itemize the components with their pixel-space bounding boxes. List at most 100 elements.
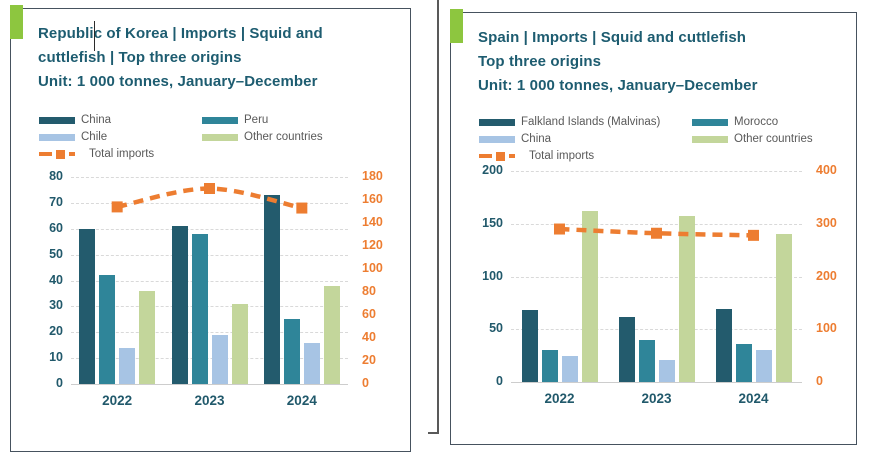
legend-item-morocco: Morocco (692, 116, 813, 128)
bar-peru-2024 (283, 319, 300, 384)
total-imports-marker (651, 227, 662, 239)
bar-falkland-islands-malvinas--2024 (715, 309, 732, 382)
legend-swatch (692, 118, 728, 126)
secondary-y-axis-label: 20 (362, 353, 376, 367)
spain-chart-panel[interactable]: Spain | Imports | Squid and cuttlefish T… (450, 9, 857, 445)
gridline (71, 177, 348, 178)
legend-label: Total imports (89, 148, 155, 160)
legend-label: Other countries (244, 131, 323, 143)
secondary-y-axis-label: 120 (362, 238, 383, 252)
y-axis-label: 50 (49, 246, 63, 261)
bar-china-2023 (171, 226, 188, 384)
secondary-y-axis-label: 100 (816, 321, 837, 336)
chart-legend: China Peru Chile Other countries Total impor… (39, 114, 323, 160)
legend-label: Morocco (734, 116, 779, 128)
korea-chart-panel[interactable]: Republic of Korea | Imports | Squid and … (10, 5, 411, 452)
total-imports-path (559, 226, 754, 238)
bar-chile-2024 (303, 342, 320, 384)
legend-item-falkland-islands-malvinas-: Falkland Islands (Malvinas) (479, 116, 684, 128)
bar-china-2023 (658, 359, 675, 382)
bar-china-2024 (263, 195, 280, 384)
total-imports-marker (554, 223, 565, 235)
gridline (71, 332, 348, 334)
x-axis-label: 2022 (544, 391, 575, 406)
legend-swatch (692, 135, 728, 143)
gridline (71, 202, 348, 204)
y-axis-label: 0 (56, 376, 63, 390)
secondary-y-axis-label: 160 (362, 192, 383, 206)
divider-line (428, 0, 439, 434)
chart-legend: Falkland Islands (Malvinas) Morocco China O… (479, 116, 813, 162)
legend-swatch (479, 135, 515, 143)
legend-item-peru: Peru (202, 114, 323, 126)
bar-peru-2022 (99, 275, 116, 384)
legend-swatch (479, 118, 515, 126)
bar-chile-2023 (211, 334, 228, 384)
y-axis-label: 40 (49, 272, 63, 287)
secondary-y-axis-label: 80 (362, 284, 376, 298)
divider-foot (428, 432, 437, 434)
chart-plot-area[interactable]: 0 50 100 150 200 0 100 200 300 400 2022 2023 2024 (451, 13, 856, 444)
secondary-y-axis-label: 140 (362, 215, 383, 229)
gridline (71, 280, 348, 282)
total-imports-marker (296, 202, 308, 214)
legend-label: Falkland Islands (Malvinas) (521, 116, 661, 128)
gridline (71, 384, 348, 385)
secondary-y-axis-label: 100 (362, 261, 383, 275)
secondary-y-axis-label: 0 (816, 374, 823, 388)
chart-plot-area[interactable]: 0 10 20 30 40 50 60 70 80 0 20 40 60 80 100 120 140 160 18… (11, 9, 410, 451)
chart-title[interactable]: Spain | Imports | Squid and cuttlefish T… (478, 26, 758, 98)
secondary-y-axis-label: 400 (816, 163, 837, 177)
y-axis-label: 10 (49, 350, 63, 365)
secondary-y-axis-label: 0 (362, 376, 369, 390)
y-axis-label: 0 (496, 374, 503, 388)
bar-other-countries-2023 (231, 303, 248, 384)
bar-peru-2023 (191, 233, 208, 384)
x-axis-label: 2023 (194, 393, 225, 408)
y-axis-label: 70 (49, 194, 63, 209)
x-axis-label: 2022 (102, 393, 133, 408)
gridline (71, 358, 348, 360)
bar-other-countries-2023 (678, 216, 695, 382)
legend-item-china: China (479, 133, 684, 145)
title-line-2: cuttlefish | Top three origins (38, 49, 242, 66)
gridline (71, 306, 348, 308)
legend-label: China (521, 133, 552, 145)
chart-title[interactable]: Republic of Korea | Imports | Squid and … (38, 22, 323, 94)
legend-label: China (81, 114, 112, 126)
legend-swatch (202, 133, 238, 141)
title-line-1: Spain | Imports | Squid and cuttlefish (478, 29, 747, 46)
bar-falkland-islands-malvinas--2023 (618, 316, 635, 382)
legend-item-other-countries: Other countries (202, 131, 323, 143)
gridline (71, 228, 348, 230)
secondary-y-axis-label: 60 (362, 307, 376, 321)
dashed-line-swatch (479, 151, 523, 161)
gridline (511, 276, 802, 278)
total-imports-marker (111, 201, 123, 213)
y-axis-label: 80 (49, 169, 63, 183)
legend-item-chile: Chile (39, 131, 194, 143)
legend-label: Chile (81, 131, 108, 143)
legend-item-total-imports: Total imports (479, 150, 813, 162)
total-imports-marker (204, 183, 215, 194)
secondary-y-axis-label: 180 (362, 169, 383, 183)
legend-swatch (39, 116, 75, 124)
unit-label: Unit: 1 000 tonnes, January–December (38, 73, 318, 90)
bar-china-2022 (79, 228, 96, 384)
bar-other-countries-2022 (581, 211, 598, 382)
bar-china-2024 (755, 350, 772, 382)
gridline (511, 171, 802, 172)
y-axis-label: 60 (49, 220, 63, 235)
legend-item-other-countries: Other countries (692, 133, 813, 145)
bar-morocco-2023 (638, 339, 655, 382)
unit-label: Unit: 1 000 tonnes, January–December (478, 77, 758, 94)
y-axis-label: 30 (49, 298, 63, 313)
bar-falkland-islands-malvinas--2022 (521, 310, 538, 382)
x-axis-label: 2024 (738, 391, 769, 406)
legend-item-china: China (39, 114, 194, 126)
bar-morocco-2022 (541, 350, 558, 382)
bar-morocco-2024 (735, 344, 752, 382)
gridline (511, 382, 802, 383)
secondary-y-axis-label: 40 (362, 330, 376, 344)
legend-label: Other countries (734, 133, 813, 145)
